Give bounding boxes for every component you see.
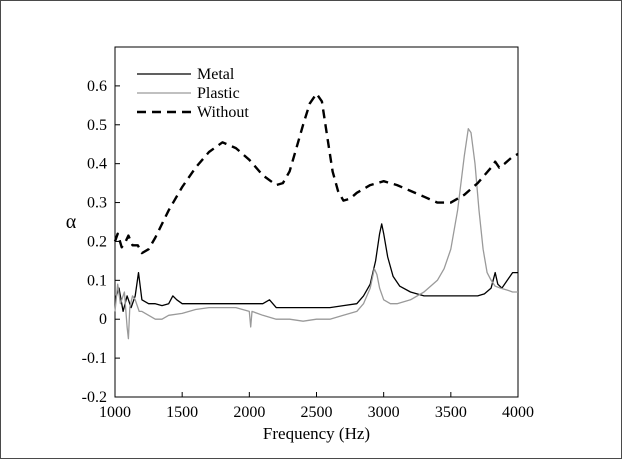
- x-tick-label: 3000: [368, 404, 400, 421]
- y-tick-label: 0.1: [87, 272, 107, 289]
- x-tick-label: 4000: [502, 404, 534, 421]
- series-line-without: [113, 92, 519, 255]
- x-tick-label: 1500: [166, 404, 198, 421]
- series-line-plastic: [114, 128, 518, 340]
- y-tick-label: 0: [99, 311, 107, 328]
- y-tick-label: 0.3: [87, 195, 107, 212]
- y-tick-label: -0.2: [82, 389, 107, 406]
- series-lines: [113, 92, 519, 340]
- tick-marks: [114, 85, 519, 398]
- y-tick-label: 0.2: [87, 233, 107, 250]
- x-tick-label: 2500: [301, 404, 333, 421]
- y-tick-label: -0.1: [82, 350, 107, 367]
- plot-frame: [114, 46, 519, 398]
- x-axis-label: Frequency (Hz): [263, 424, 370, 443]
- legend-label-without: Without: [197, 104, 249, 121]
- series-line-metal: [114, 223, 518, 313]
- y-tick-label: 0.6: [87, 78, 107, 95]
- x-tick-label: 3500: [435, 404, 467, 421]
- y-tick-label: 0.5: [87, 117, 107, 134]
- y-tick-label: 0.4: [87, 156, 107, 173]
- x-tick-label: 1000: [99, 404, 131, 421]
- legend-label-metal: Metal: [197, 66, 235, 83]
- legend: Metal Plastic Without: [137, 66, 249, 121]
- x-tick-label: 2000: [233, 404, 265, 421]
- y-axis-label: α: [66, 211, 77, 233]
- legend-label-plastic: Plastic: [197, 85, 240, 102]
